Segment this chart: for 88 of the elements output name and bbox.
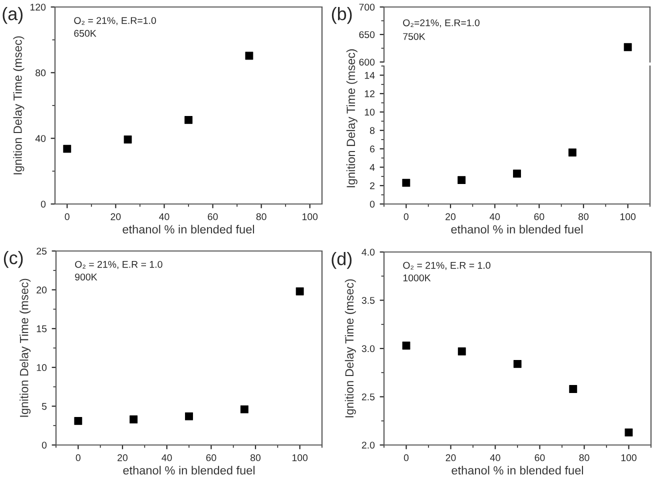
y-tick-label: 4.0 (362, 248, 375, 256)
y-tick-label: 0 (40, 200, 46, 208)
y-tick-label: 0 (370, 200, 375, 208)
x-axis-title: ethanol % in blended fuel (123, 466, 255, 475)
x-tick-label: 20 (446, 213, 456, 220)
y-tick-label: 40 (35, 135, 46, 142)
x-tick-label: 20 (118, 454, 128, 462)
x-tick-label: 100 (302, 213, 318, 220)
y-tick-label: 2.0 (362, 442, 375, 449)
chart-title: (b) (332, 7, 352, 24)
y-tick-label: 0 (42, 442, 47, 449)
y-tick-label: 10 (364, 108, 375, 116)
point (402, 342, 410, 350)
x-tick-label: 0 (64, 213, 70, 220)
annotation: O₂ = 21%, E.R = 1.0 (75, 260, 162, 269)
x-tick-label: 100 (621, 454, 636, 462)
x-tick-label: 40 (162, 454, 172, 462)
x-axis-title: ethanol % in blended fuel (452, 466, 584, 475)
point (63, 144, 72, 153)
x-tick-label: 0 (76, 454, 80, 462)
x-axis-title: ethanol % in blended fuel (451, 224, 583, 234)
point (130, 415, 138, 424)
point (240, 405, 248, 414)
point (458, 347, 466, 356)
y-tick-label: 700 (359, 4, 375, 11)
y-tick-label: 3.0 (362, 345, 375, 352)
annotation: 650K (74, 30, 96, 37)
x-tick-label: 80 (578, 213, 589, 220)
y-tick-label: 120 (30, 4, 46, 11)
y-axis-title: Ignition Delay Time (msec) (13, 36, 24, 174)
y-tick-label: 5 (42, 403, 47, 410)
y-axis-title: Ignition Delay Time (msec) (20, 278, 31, 417)
y-tick-label: 600 (359, 58, 375, 66)
y-tick-label: 80 (36, 69, 46, 76)
point (624, 428, 633, 436)
annotation: O₂=21%, E.R=1.0 (403, 19, 480, 28)
x-tick-label: 0 (404, 454, 409, 462)
y-tick-label: 25 (36, 248, 47, 255)
y-axis-title: Ignition Delay Time (msec) (346, 49, 358, 188)
x-tick-label: 0 (404, 213, 408, 220)
annotation: 750K (403, 33, 426, 40)
point (458, 176, 466, 184)
chart-title: (a) (2, 7, 23, 24)
point (124, 136, 132, 144)
annotation: O₂ = 21%, E.R = 1.0 (403, 262, 490, 270)
x-tick-label: 40 (490, 213, 500, 220)
x-tick-label: 20 (110, 213, 121, 220)
x-tick-label: 100 (620, 213, 636, 220)
x-tick-label: 40 (490, 454, 500, 462)
y-axis-title: Ignition Delay Time (msec) (344, 279, 356, 418)
x-tick-label: 20 (446, 454, 456, 462)
y-tick-label: 6 (370, 146, 375, 152)
x-tick-label: 40 (159, 213, 170, 220)
annotation: 900K (75, 274, 98, 280)
y-tick-label: 650 (359, 31, 375, 38)
x-tick-label: 60 (206, 454, 216, 462)
point (514, 360, 522, 368)
x-tick-label: 80 (579, 454, 590, 462)
point (74, 416, 82, 425)
point (296, 287, 304, 296)
point (245, 52, 254, 60)
point (402, 178, 410, 187)
point (569, 385, 578, 393)
chart-title: (d) (332, 252, 352, 269)
x-axis-title: ethanol % in blended fuel (122, 224, 254, 234)
x-tick-label: 100 (292, 454, 308, 462)
annotation: O₂ = 21%, E.R=1.0 (74, 17, 156, 26)
point (185, 412, 193, 420)
y-tick-label: 4 (370, 164, 375, 171)
x-tick-label: 80 (250, 454, 261, 462)
point (513, 170, 521, 178)
x-tick-label: 60 (534, 454, 545, 462)
chart-title: (c) (4, 251, 23, 268)
y-tick-label: 8 (370, 127, 375, 134)
y-tick-label: 12 (364, 90, 374, 98)
point (184, 116, 192, 124)
y-tick-label: 14 (364, 72, 375, 79)
x-tick-label: 60 (534, 213, 544, 220)
y-tick-label: 10 (36, 364, 47, 372)
y-tick-label: 3.5 (362, 296, 375, 304)
y-tick-label: 15 (36, 325, 47, 332)
x-tick-label: 80 (256, 213, 266, 220)
y-tick-label: 2.5 (362, 393, 375, 400)
y-tick-label: 2 (370, 182, 374, 190)
x-tick-label: 60 (208, 213, 218, 220)
annotation: 1000K (403, 274, 431, 282)
y-tick-label: 20 (36, 286, 47, 294)
point (568, 148, 576, 156)
